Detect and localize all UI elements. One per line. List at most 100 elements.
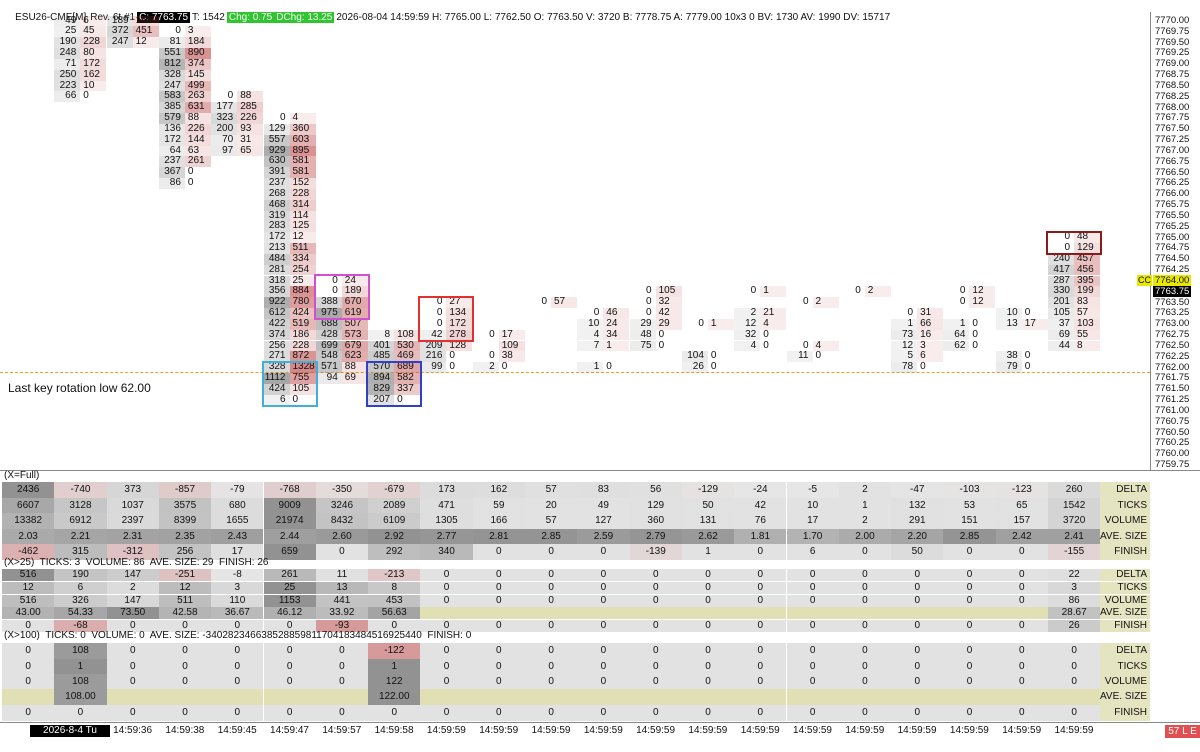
date-label: 2026-8-4 Tu (30, 725, 110, 737)
table-cell-bg (1048, 643, 1101, 659)
symbol: ESU26-CME[M] (15, 12, 87, 23)
cell-shade (54, 58, 81, 70)
bid-volume: 0 (436, 296, 443, 308)
table-cell: 49 (597, 500, 609, 512)
table-cell-bg (472, 705, 525, 721)
table-cell: 0 (496, 619, 502, 631)
table-cell: 173 (438, 484, 455, 496)
bid-volume: 247 (164, 79, 181, 91)
price-label: 7769.75 (1155, 25, 1190, 37)
table-cell-bg (681, 568, 735, 582)
table-cell: 0 (496, 568, 502, 580)
table-cell: 0 (809, 581, 816, 593)
ask-volume: 884 (292, 285, 310, 297)
cell-shade (681, 362, 708, 373)
cell-shade (760, 308, 787, 319)
bid-volume: 97 (222, 144, 234, 156)
ask-volume: 105 (292, 382, 310, 394)
ask-volume: 105 (658, 285, 676, 297)
cell-shade (54, 26, 81, 38)
cell-shade (420, 340, 447, 352)
table-cell-bg (734, 568, 787, 582)
table-cell: 53 (963, 500, 976, 512)
table-cell: 0 (234, 676, 241, 688)
bid-volume: 1112 (264, 371, 286, 383)
table-cell-bg (106, 581, 159, 595)
table-cell: 0 (705, 707, 711, 719)
table-cell-bg (629, 581, 682, 595)
table-cell-bg (786, 568, 839, 582)
time-label: 14:59:59 (740, 725, 780, 736)
bid-volume: 424 (268, 382, 286, 394)
time-label: 14:59:45 (217, 725, 257, 736)
price-label: 7767.75 (1155, 112, 1190, 124)
cell-shade (368, 362, 395, 373)
table-cell: 0 (652, 645, 659, 657)
table-cell-bg (734, 674, 787, 690)
table-cell: -123 (1011, 484, 1032, 496)
table-cell: 511 (177, 594, 194, 606)
table-cell: 0 (600, 581, 607, 593)
bid-volume: 248 (59, 47, 77, 59)
cell-shade (184, 48, 211, 59)
highlight-box (1046, 230, 1102, 256)
table-cell: 0 (809, 707, 816, 719)
ask-volume: 0 (710, 361, 717, 373)
table-cell-bg (786, 544, 839, 560)
table-cell-bg (158, 594, 212, 608)
cell-shade (289, 232, 316, 243)
table-cell: 516 (19, 568, 37, 580)
ask-volume: 0 (763, 328, 769, 340)
cell-shade (263, 134, 290, 146)
ask-volume: 226 (240, 112, 257, 124)
table-cell: 108 (72, 645, 89, 657)
table-cell-bg (54, 619, 107, 633)
table-cell: 0 (600, 568, 607, 580)
table-cell-bg (106, 482, 159, 498)
table-cell: 0 (1019, 581, 1025, 593)
table-cell: 33.92 (329, 606, 355, 618)
table-cell: 8399 (173, 515, 197, 527)
table-cell-bg (577, 482, 630, 498)
table-cell-bg (2, 544, 55, 560)
table-cell-bg (577, 568, 630, 582)
table-cell: 453 (385, 594, 403, 606)
bid-volume: 250 (59, 68, 77, 80)
bid-volume: 428 (321, 328, 338, 340)
ask-volume: 45 (83, 25, 95, 37)
price-label: 7768.50 (1155, 79, 1190, 91)
table-cell-bg (786, 674, 839, 690)
table-cell-bg (681, 659, 735, 675)
price-label: 7760.50 (1155, 426, 1190, 438)
table-cell: 0 (548, 594, 554, 606)
table-cell: 0 (182, 661, 188, 673)
table-cell: 6109 (383, 515, 406, 527)
table-cell: 0 (443, 645, 450, 657)
table-cell-bg (891, 544, 944, 560)
cell-shade (289, 264, 316, 276)
table-cell-bg (525, 568, 578, 582)
cell-shade (158, 48, 185, 59)
table-cell-bg (734, 659, 787, 675)
table-cell: 0 (862, 594, 868, 606)
bid-volume: 32 (745, 328, 757, 340)
bid-volume: 2 (750, 307, 757, 318)
table-cell-bg (106, 544, 159, 560)
table-cell-bg (158, 498, 212, 514)
table-cell: 0 (234, 707, 241, 719)
table-cell-bg (943, 674, 996, 690)
price-label: 7769.00 (1155, 58, 1190, 70)
table-cell-bg (1048, 619, 1101, 633)
table-cell-bg (420, 643, 473, 659)
ask-volume: 263 (187, 90, 205, 102)
cell-shade (786, 351, 813, 363)
table-cell-bg (577, 659, 630, 675)
table-cell: 13 (336, 581, 348, 593)
table-cell-bg (315, 619, 369, 633)
table-cell-bg (995, 659, 1048, 675)
table-cell-bg (263, 674, 316, 690)
bid-volume: 0 (436, 317, 443, 329)
cell-shade (289, 123, 316, 135)
bid-volume: 64 (169, 144, 181, 156)
